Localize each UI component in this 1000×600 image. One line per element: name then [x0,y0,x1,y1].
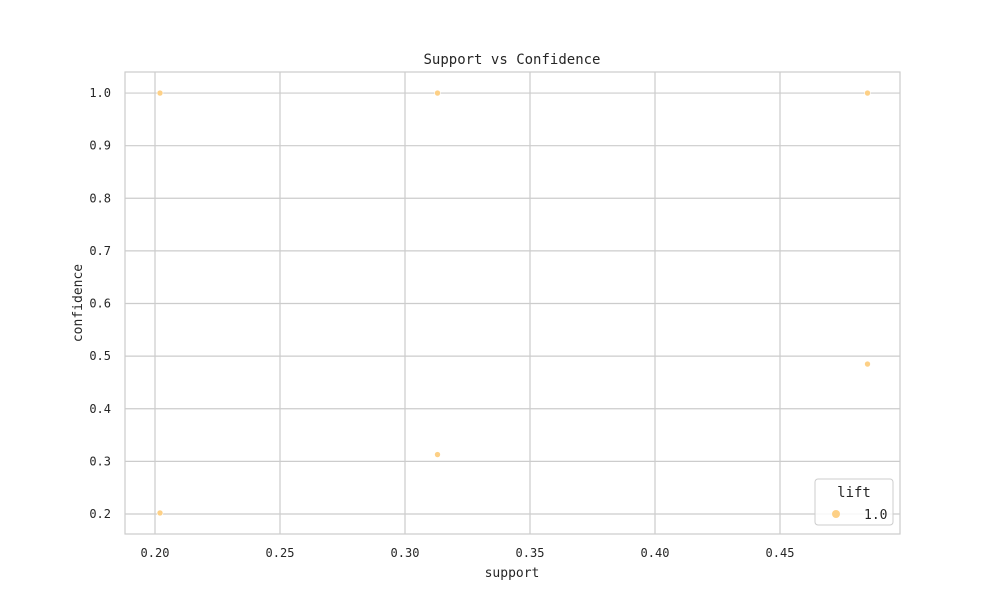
x-tick-label: 0.20 [141,546,170,560]
data-point [156,89,164,97]
y-axis-label: confidence [71,264,86,342]
data-point [434,451,441,458]
legend-title: lift [837,485,871,501]
x-axis-ticks: 0.20 0.25 0.30 0.35 0.40 0.45 [141,546,795,560]
y-tick-label: 0.9 [89,139,111,153]
x-tick-label: 0.45 [766,546,795,560]
y-tick-label: 0.2 [89,507,111,521]
x-tick-label: 0.40 [641,546,670,560]
chart-title: Support vs Confidence [423,52,600,68]
x-axis-label: support [485,566,540,581]
y-tick-label: 0.6 [89,297,111,311]
legend: lift 1.0 [814,478,894,526]
data-point [434,89,441,97]
y-axis-ticks: 0.2 0.3 0.4 0.5 0.6 0.7 0.8 0.9 1.0 [89,86,111,521]
y-tick-label: 0.5 [89,349,111,363]
legend-marker [832,510,840,518]
y-tick-label: 1.0 [89,86,111,100]
data-point [156,509,164,517]
data-point [864,360,871,368]
y-tick-label: 0.4 [89,402,111,416]
y-tick-label: 0.8 [89,191,111,205]
x-tick-label: 0.30 [391,546,420,560]
x-tick-label: 0.35 [516,546,545,560]
y-tick-label: 0.3 [89,454,111,468]
y-tick-label: 0.7 [89,244,111,258]
legend-entry-label: 1.0 [864,508,887,523]
data-points [156,89,871,517]
x-tick-label: 0.25 [266,546,295,560]
plot-frame [124,71,901,535]
data-point [864,89,871,97]
grid [125,72,900,534]
